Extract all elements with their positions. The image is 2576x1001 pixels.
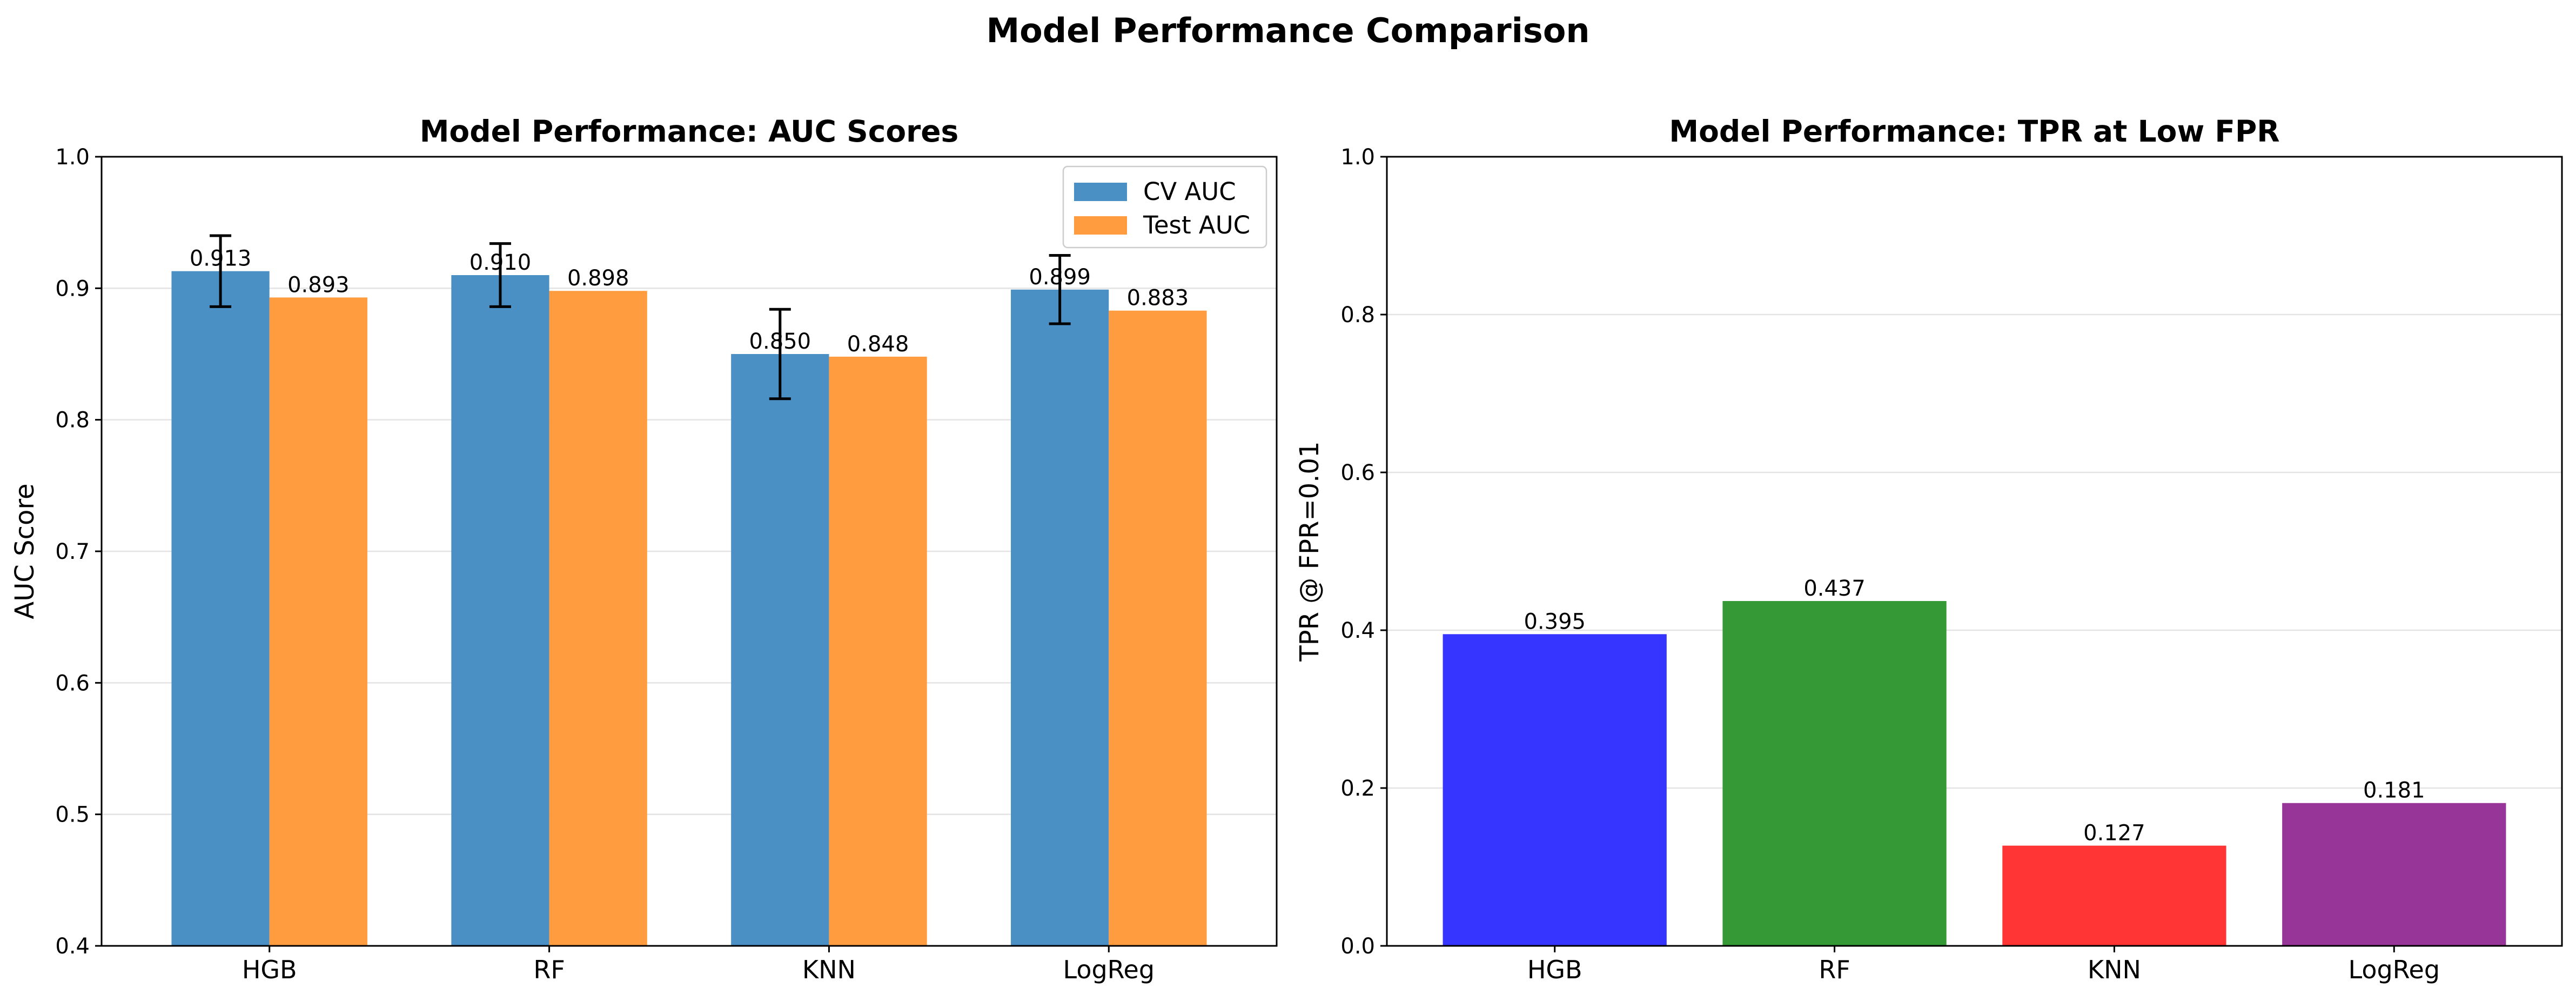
auc-bar-cv-auc-rf [451, 275, 549, 946]
tpr-x-tick-label-rf: RF [1819, 955, 1850, 984]
tpr-y-axis-label: TPR @ FPR=0.01 [1294, 441, 1325, 662]
tpr-bar-logreg [2282, 803, 2506, 946]
auc-x-axis: HGB RF KNN LogReg [242, 946, 1155, 984]
tpr-y-tick-label: 1.0 [1340, 145, 1375, 170]
figure-title: Model Performance Comparison [986, 11, 1589, 50]
auc-y-axis-label: AUC Score [10, 483, 40, 619]
tpr-bar-knn [2002, 845, 2226, 946]
auc-legend: CV AUC Test AUC [1062, 165, 1267, 249]
tpr-bar-rf [1722, 600, 1947, 946]
auc-chart-title: Model Performance: AUC Scores [420, 114, 959, 149]
tpr-x-tick-label-hgb: HGB [1527, 955, 1582, 984]
auc-x-tick-label-knn: KNN [802, 955, 856, 984]
tpr-x-tick-label-logreg: LogReg [2349, 955, 2440, 984]
tpr-y-tick-label: 0.4 [1340, 618, 1375, 643]
auc-x-tick-label-rf: RF [533, 955, 565, 984]
tpr-data-label: 0.127 [2083, 821, 2145, 846]
auc-y-tick-label: 0.8 [55, 408, 90, 433]
tpr-bars [1443, 600, 2506, 946]
auc-y-tick-label: 0.5 [55, 803, 90, 828]
auc-bar-test-auc-logreg [1109, 310, 1207, 946]
auc-y-axis: 0.4 0.5 0.6 0.7 0.8 0.9 1.0 [55, 145, 102, 959]
auc-data-label: 0.848 [847, 332, 909, 357]
auc-chart: 0.913 0.910 0.850 0.899 0.893 0.898 0.848 0.883… [10, 114, 1278, 984]
tpr-data-label: 0.181 [2363, 778, 2425, 803]
tpr-y-axis: 0.0 0.2 0.4 0.6 0.8 1.0 [1340, 145, 1387, 959]
auc-data-label: 0.910 [469, 250, 532, 275]
auc-bar-test-auc-rf [549, 291, 647, 946]
auc-y-tick-label: 1.0 [55, 145, 90, 170]
auc-data-label: 0.893 [287, 272, 350, 297]
auc-y-tick-label: 0.7 [55, 539, 90, 564]
tpr-y-tick-label: 0.6 [1340, 461, 1375, 485]
auc-bars [171, 271, 1207, 946]
tpr-data-label: 0.437 [1803, 576, 1866, 601]
auc-data-label: 0.850 [749, 329, 811, 354]
tpr-x-axis: HGB RF KNN LogReg [1527, 946, 2440, 984]
auc-bar-cv-auc-knn [731, 354, 829, 946]
tpr-x-tick-label-knn: KNN [2088, 955, 2141, 984]
tpr-y-tick-label: 0.8 [1340, 303, 1375, 328]
legend-label-cv-auc: CV AUC [1143, 177, 1236, 206]
tpr-y-tick-label: 0.0 [1340, 934, 1375, 959]
auc-bar-cv-auc-logreg [1011, 289, 1109, 946]
legend-swatch-test-auc [1074, 216, 1127, 235]
auc-data-label: 0.899 [1029, 265, 1091, 290]
auc-error-bars [210, 234, 1071, 401]
auc-bar-test-auc-hgb [269, 297, 367, 946]
auc-bar-test-auc-knn [829, 356, 927, 946]
tpr-plot-frame [1386, 156, 2563, 947]
auc-x-tick-label-logreg: LogReg [1063, 955, 1155, 984]
auc-y-tick-label: 0.6 [55, 671, 90, 696]
legend-swatch-cv-auc [1074, 183, 1127, 201]
auc-bar-cv-auc-hgb [171, 271, 270, 946]
tpr-bar-hgb [1443, 634, 1667, 946]
auc-y-tick-label: 0.9 [55, 276, 90, 301]
tpr-data-labels: 0.395 0.437 0.127 0.181 [1524, 576, 2425, 846]
auc-data-label: 0.898 [567, 266, 629, 291]
tpr-data-label: 0.395 [1524, 609, 1586, 634]
auc-data-label: 0.883 [1127, 286, 1189, 311]
tpr-chart-title: Model Performance: TPR at Low FPR [1669, 114, 2279, 149]
tpr-y-tick-label: 0.2 [1340, 776, 1375, 801]
auc-data-label: 0.913 [190, 246, 252, 271]
auc-y-tick-label: 0.4 [55, 934, 90, 959]
legend-label-test-auc: Test AUC [1143, 211, 1250, 239]
auc-x-tick-label-hgb: HGB [242, 955, 297, 984]
auc-data-labels: 0.913 0.910 0.850 0.899 0.893 0.898 0.848 0.883 [190, 246, 1189, 357]
